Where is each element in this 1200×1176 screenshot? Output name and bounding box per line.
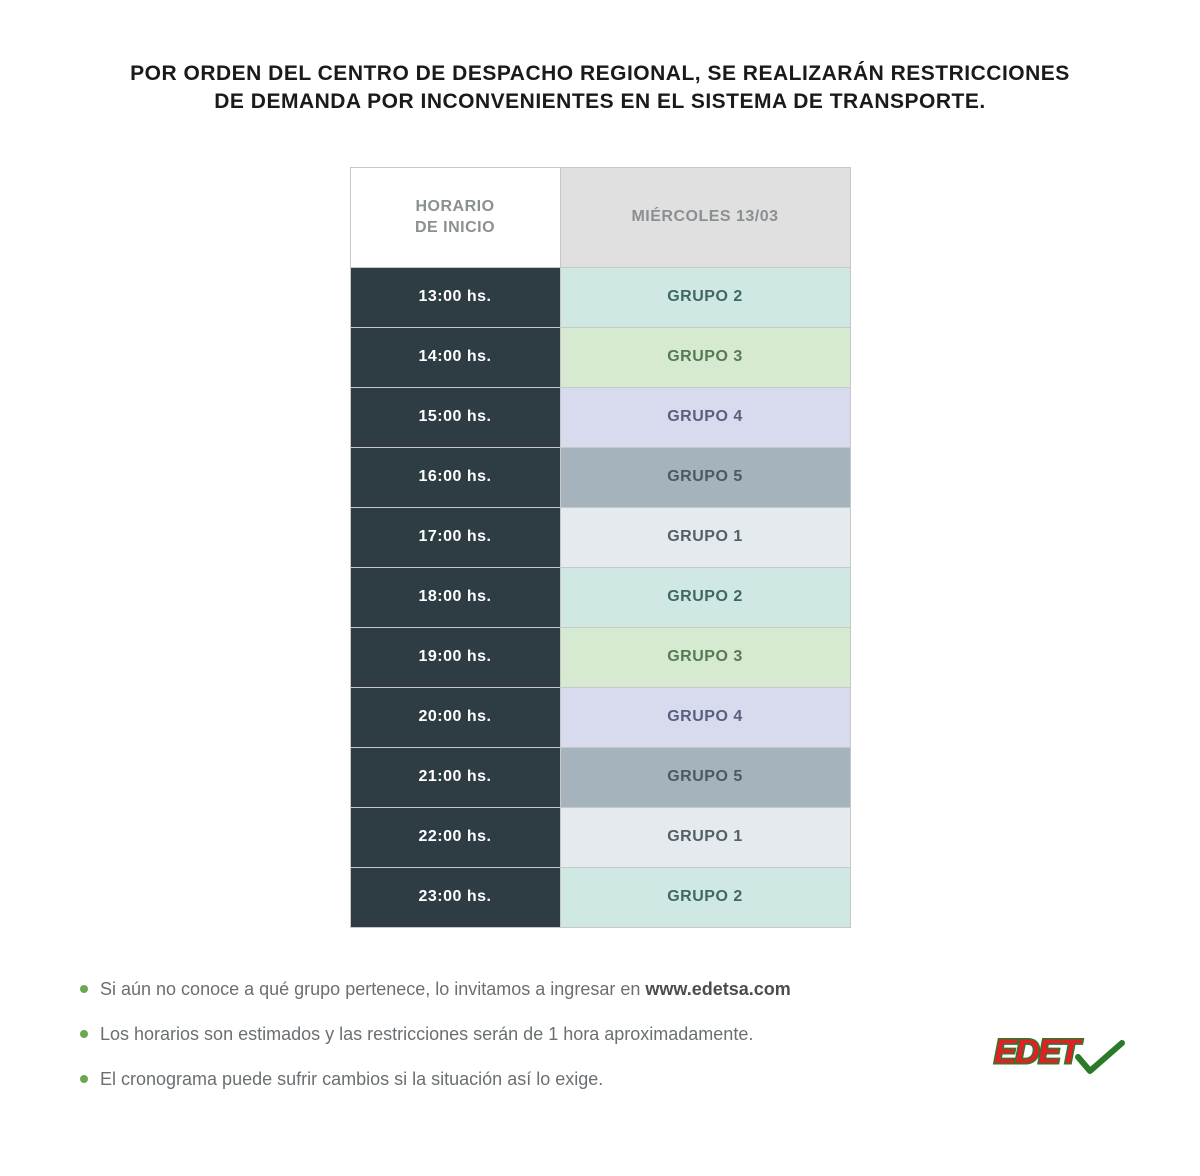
note-text: Si aún no conoce a qué grupo pertenece, … xyxy=(100,978,791,1001)
title-line1: POR ORDEN DEL CENTRO DE DESPACHO REGIONA… xyxy=(130,62,1070,85)
note-text: Los horarios son estimados y las restric… xyxy=(100,1023,753,1046)
cell-time: 17:00 hs. xyxy=(350,507,560,567)
cell-time: 16:00 hs. xyxy=(350,447,560,507)
bullet-icon xyxy=(80,1030,88,1038)
header-day: MIÉRCOLES 13/03 xyxy=(560,167,850,267)
cell-group: GRUPO 1 xyxy=(560,807,850,867)
cell-group: GRUPO 2 xyxy=(560,867,850,927)
cell-group: GRUPO 5 xyxy=(560,747,850,807)
table-row: 19:00 hs.GRUPO 3 xyxy=(350,627,850,687)
schedule-table: HORARIO DE INICIO MIÉRCOLES 13/03 13:00 … xyxy=(350,167,851,928)
cell-group: GRUPO 3 xyxy=(560,627,850,687)
cell-time: 23:00 hs. xyxy=(350,867,560,927)
table-header-row: HORARIO DE INICIO MIÉRCOLES 13/03 xyxy=(350,167,850,267)
note-item: Si aún no conoce a qué grupo pertenece, … xyxy=(80,978,1130,1001)
cell-group: GRUPO 2 xyxy=(560,567,850,627)
note-text: El cronograma puede sufrir cambios si la… xyxy=(100,1068,603,1091)
table-row: 17:00 hs.GRUPO 1 xyxy=(350,507,850,567)
cell-group: GRUPO 1 xyxy=(560,507,850,567)
cell-time: 22:00 hs. xyxy=(350,807,560,867)
cell-time: 20:00 hs. xyxy=(350,687,560,747)
note-item: El cronograma puede sufrir cambios si la… xyxy=(80,1068,1130,1091)
bullet-icon xyxy=(80,1075,88,1083)
table-row: 15:00 hs.GRUPO 4 xyxy=(350,387,850,447)
table-row: 21:00 hs.GRUPO 5 xyxy=(350,747,850,807)
cell-group: GRUPO 4 xyxy=(560,387,850,447)
cell-time: 13:00 hs. xyxy=(350,267,560,327)
page-title: POR ORDEN DEL CENTRO DE DESPACHO REGIONA… xyxy=(70,60,1130,117)
brand-logo: EDET EDET xyxy=(990,1027,1130,1086)
table-row: 13:00 hs.GRUPO 2 xyxy=(350,267,850,327)
table-row: 20:00 hs.GRUPO 4 xyxy=(350,687,850,747)
bullet-icon xyxy=(80,985,88,993)
table-row: 16:00 hs.GRUPO 5 xyxy=(350,447,850,507)
note-item: Los horarios son estimados y las restric… xyxy=(80,1023,1130,1046)
cell-time: 18:00 hs. xyxy=(350,567,560,627)
svg-text:EDET: EDET xyxy=(994,1033,1083,1071)
notes-section: Si aún no conoce a qué grupo pertenece, … xyxy=(70,978,1130,1092)
table-row: 23:00 hs.GRUPO 2 xyxy=(350,867,850,927)
table-row: 14:00 hs.GRUPO 3 xyxy=(350,327,850,387)
header-time: HORARIO DE INICIO xyxy=(350,167,560,267)
cell-group: GRUPO 2 xyxy=(560,267,850,327)
table-row: 22:00 hs.GRUPO 1 xyxy=(350,807,850,867)
cell-time: 21:00 hs. xyxy=(350,747,560,807)
title-line2: DE DEMANDA POR INCONVENIENTES EN EL SIST… xyxy=(214,90,985,113)
cell-time: 14:00 hs. xyxy=(350,327,560,387)
cell-group: GRUPO 3 xyxy=(560,327,850,387)
cell-time: 19:00 hs. xyxy=(350,627,560,687)
table-row: 18:00 hs.GRUPO 2 xyxy=(350,567,850,627)
cell-group: GRUPO 5 xyxy=(560,447,850,507)
cell-group: GRUPO 4 xyxy=(560,687,850,747)
cell-time: 15:00 hs. xyxy=(350,387,560,447)
